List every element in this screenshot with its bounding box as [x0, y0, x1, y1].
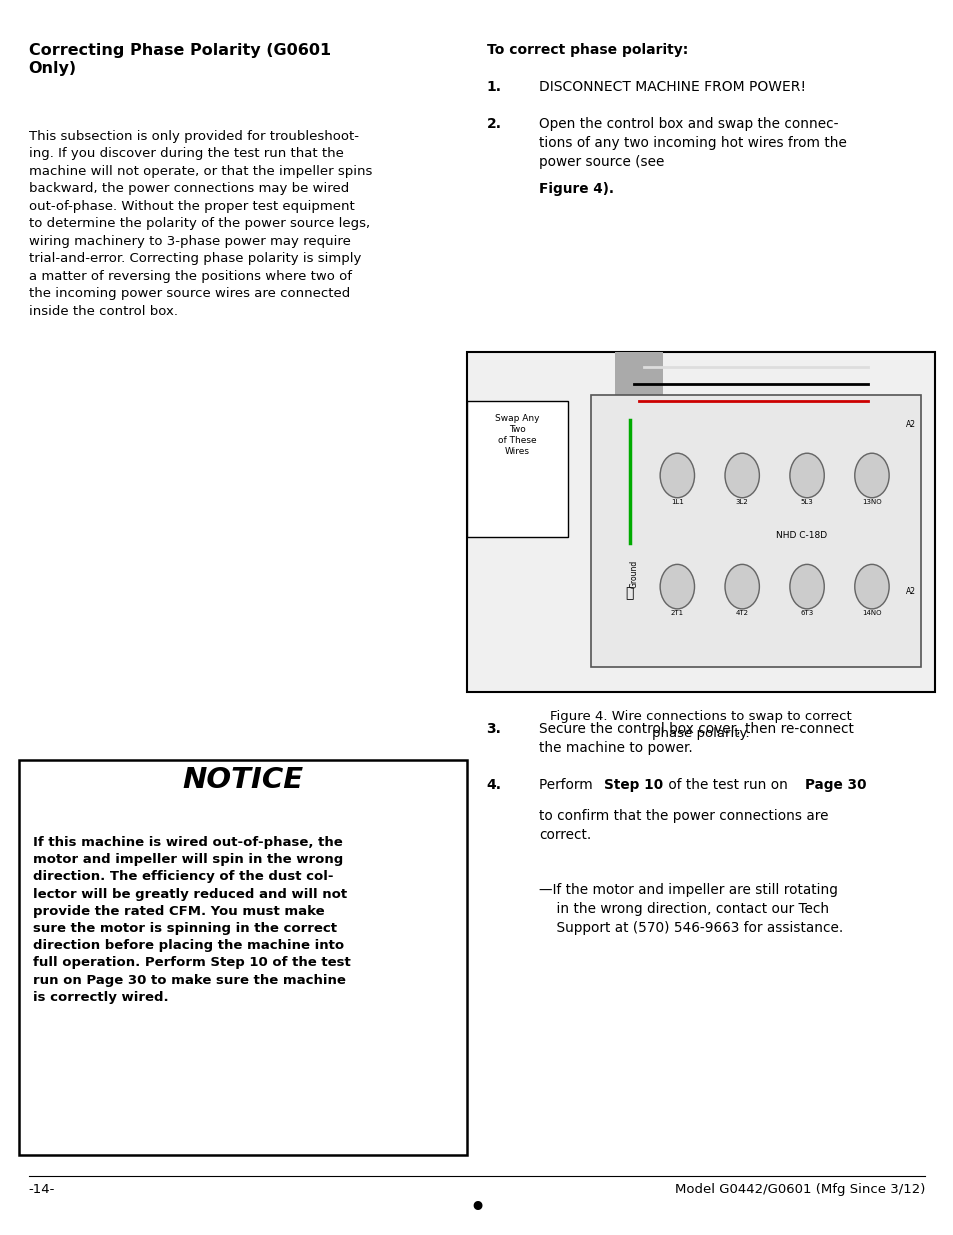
- Text: 6T3: 6T3: [800, 610, 813, 616]
- Text: 3.: 3.: [486, 722, 501, 736]
- Text: NOTICE: NOTICE: [183, 766, 303, 794]
- Text: Perform: Perform: [538, 778, 597, 792]
- Circle shape: [854, 564, 888, 609]
- Text: 3L2: 3L2: [735, 499, 748, 505]
- Text: Ground: Ground: [629, 561, 639, 588]
- FancyBboxPatch shape: [467, 352, 934, 692]
- Text: Model G0442/G0601 (Mfg Since 3/12): Model G0442/G0601 (Mfg Since 3/12): [675, 1183, 924, 1197]
- Text: Step 10: Step 10: [603, 778, 662, 792]
- Text: 4T2: 4T2: [735, 610, 748, 616]
- FancyBboxPatch shape: [467, 401, 567, 537]
- Circle shape: [789, 453, 823, 498]
- Text: A2: A2: [905, 587, 915, 595]
- Text: Open the control box and swap the connec-
tions of any two incoming hot wires fr: Open the control box and swap the connec…: [538, 117, 846, 169]
- Circle shape: [854, 453, 888, 498]
- Text: Page 30: Page 30: [804, 778, 865, 792]
- Text: DISCONNECT MACHINE FROM POWER!: DISCONNECT MACHINE FROM POWER!: [538, 80, 805, 94]
- Circle shape: [789, 564, 823, 609]
- Text: If this machine is wired out-of-phase, the
motor and impeller will spin in the w: If this machine is wired out-of-phase, t…: [33, 836, 351, 1004]
- Text: NHD C-18D: NHD C-18D: [775, 531, 826, 540]
- Text: 1.: 1.: [486, 80, 501, 94]
- Text: —If the motor and impeller are still rotating
    in the wrong direction, contac: —If the motor and impeller are still rot…: [538, 883, 842, 935]
- Text: Figure 4. Wire connections to swap to correct
phase polarity.: Figure 4. Wire connections to swap to co…: [550, 710, 851, 740]
- Text: Swap Any
Two
of These
Wires: Swap Any Two of These Wires: [495, 414, 539, 456]
- Text: 5L3: 5L3: [800, 499, 813, 505]
- FancyBboxPatch shape: [19, 760, 467, 1155]
- Text: Secure the control box cover, then re-connect
the machine to power.: Secure the control box cover, then re-co…: [538, 722, 853, 756]
- Text: This subsection is only provided for troubleshoot-
ing. If you discover during t: This subsection is only provided for tro…: [29, 130, 372, 317]
- Text: Correcting Phase Polarity (G0601
Only): Correcting Phase Polarity (G0601 Only): [29, 43, 331, 75]
- Text: 14NO: 14NO: [862, 610, 881, 616]
- Text: -14-: -14-: [29, 1183, 55, 1197]
- Text: of the test run on: of the test run on: [663, 778, 791, 792]
- Text: •: •: [468, 1194, 485, 1223]
- Text: 13NO: 13NO: [862, 499, 881, 505]
- Text: Figure 4).: Figure 4).: [538, 182, 614, 195]
- Circle shape: [659, 453, 694, 498]
- Text: A2: A2: [905, 420, 915, 429]
- Text: 4.: 4.: [486, 778, 501, 792]
- Text: To correct phase polarity:: To correct phase polarity:: [486, 43, 687, 57]
- FancyBboxPatch shape: [615, 352, 662, 420]
- Text: ⏚: ⏚: [625, 585, 633, 600]
- Circle shape: [659, 564, 694, 609]
- Circle shape: [724, 564, 759, 609]
- FancyBboxPatch shape: [591, 395, 920, 667]
- Text: 1L1: 1L1: [670, 499, 683, 505]
- Text: to confirm that the power connections are
correct.: to confirm that the power connections ar…: [538, 809, 827, 842]
- Text: 2T1: 2T1: [670, 610, 683, 616]
- Text: 2.: 2.: [486, 117, 501, 131]
- Circle shape: [724, 453, 759, 498]
